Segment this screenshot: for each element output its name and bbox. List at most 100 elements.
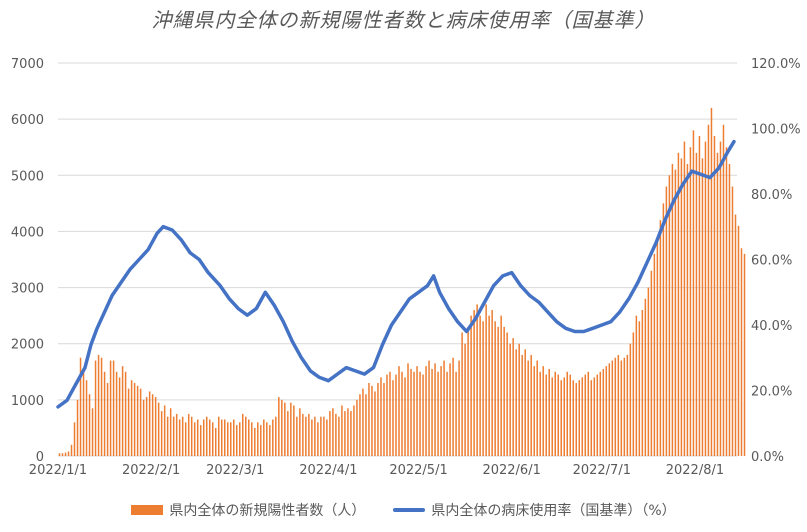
bar [458,360,460,456]
bar [187,413,190,456]
bar [539,371,541,456]
x-tick-label: 2022/5/1 [389,463,447,478]
chart-title: 沖縄県内全体の新規陽性者数と病床使用率（国基準） [151,8,656,32]
bar [734,214,737,456]
bar [587,371,590,456]
bar [659,220,662,456]
bar [677,152,680,457]
bar [103,371,106,456]
y-left-tick-label: 3000 [11,282,44,297]
x-tick-label: 2022/4/1 [299,463,357,478]
bar [509,343,511,456]
bar [653,253,656,456]
bar [485,304,487,456]
bar [608,363,611,456]
bar [118,377,121,456]
bar [434,363,436,456]
bar [353,405,355,456]
bar [695,152,698,457]
bar [686,164,689,457]
bar [320,416,322,456]
y-left-tick-label: 6000 [11,113,44,128]
bar [704,141,707,456]
bar [115,371,118,456]
bar [181,416,184,456]
bar [476,304,478,456]
bar [668,175,671,457]
bar [593,377,596,456]
bar [410,368,412,456]
bar [713,135,716,456]
bar [572,380,575,456]
bar [614,357,617,456]
y-right-tick-label: 100.0% [751,123,801,138]
bar [257,422,259,456]
bar [272,419,274,456]
bar [647,287,650,456]
bar [94,360,97,456]
bar [656,237,659,456]
bar [290,402,292,456]
bar [506,332,508,456]
bar [488,315,490,456]
bar [223,419,226,456]
bar [455,371,457,456]
bar [275,416,277,456]
bar [308,413,310,456]
bar [710,107,713,457]
bar [109,360,112,456]
bar [524,349,526,456]
bar [557,374,559,456]
bar [139,388,142,456]
bar [311,419,313,456]
bar [58,453,61,456]
bar [428,360,430,456]
legend-swatch-bars [131,505,164,515]
bar [347,408,349,456]
bar [362,388,364,456]
bar [350,411,352,456]
bar [196,419,199,456]
bar [374,391,376,456]
bar [401,371,403,456]
bar [722,124,725,456]
bar [151,394,154,456]
bar [635,315,638,456]
bar [148,391,151,456]
bar [479,315,481,456]
bar [124,371,127,456]
bar [482,321,484,456]
bar [64,452,67,456]
bar [569,374,572,456]
bar [689,147,692,456]
bar [725,147,728,456]
bar [214,427,217,456]
legend: 県内全体の新規陽性者数（人） 県内全体の病床使用率（国基準）（%） [0,500,807,520]
bar [269,425,271,456]
bar [464,343,466,456]
bar [242,413,244,456]
bar [650,270,653,456]
bar [743,253,746,456]
bar [332,408,334,456]
bar [239,422,241,456]
bar [97,354,100,456]
bar [67,451,70,456]
bar [365,394,367,456]
bar [449,363,451,456]
bar [82,371,85,456]
bar [157,402,160,456]
bar [719,141,722,456]
bar [629,343,632,456]
y-left-tick-label: 7000 [11,57,44,72]
bar [620,360,623,456]
bar [584,374,587,456]
y-left-tick-label: 5000 [11,169,44,184]
bar [674,169,677,456]
bar [112,360,115,456]
bar [662,203,665,456]
legend-label-bars: 県内全体の新規陽性者数（人） [169,503,366,519]
bar [371,385,373,456]
bar [545,374,547,456]
